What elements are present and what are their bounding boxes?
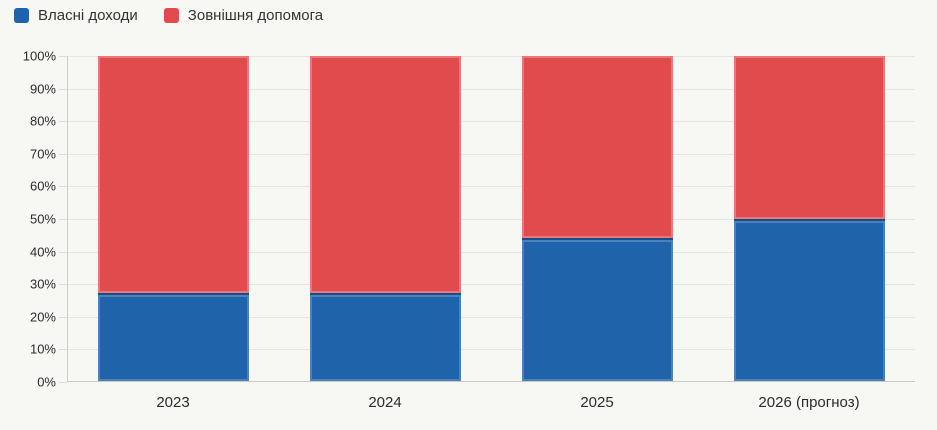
gridline (67, 219, 915, 220)
legend-label: Власні доходи (38, 7, 138, 24)
legend-swatch-icon (14, 8, 29, 23)
gridline (67, 121, 915, 123)
bar-segment-external-aid[interactable] (733, 56, 885, 219)
y-axis-tick (59, 219, 67, 220)
y-tick-label: 60% (29, 178, 56, 194)
y-tick-label: 30% (29, 276, 56, 292)
y-axis-tick (59, 186, 67, 188)
gridline (67, 153, 915, 155)
y-axis: 0% 10% 20% 30% 40% 50% 60% 70% 80% 90% 100% (0, 50, 56, 389)
bar-2026 (прогноз) (733, 56, 885, 381)
x-category-label: 2024 (368, 394, 402, 411)
bar-2023 (97, 56, 249, 381)
bar-segment-external-aid[interactable] (521, 56, 673, 238)
y-axis-tick (59, 153, 67, 155)
gridline (67, 251, 915, 253)
y-axis-tick (59, 349, 67, 351)
y-tick-label: 70% (29, 146, 56, 162)
y-tick-label: 80% (29, 113, 56, 129)
y-tick-label: 0% (37, 374, 56, 390)
y-tick-label: 10% (29, 341, 56, 357)
y-axis-tick (59, 316, 67, 318)
gridline (67, 56, 915, 57)
bar-segment-own-revenue[interactable] (309, 293, 461, 381)
bar-segment-own-revenue[interactable] (733, 218, 885, 381)
x-category-label: 2023 (156, 394, 190, 411)
plot-area (59, 56, 915, 383)
y-axis-tick (59, 251, 67, 253)
bar-segment-own-revenue[interactable] (97, 293, 249, 381)
y-axis-tick (59, 56, 67, 57)
y-axis-tick (59, 284, 67, 286)
x-category-label: 2025 (580, 394, 614, 411)
bar-2024 (309, 56, 461, 381)
bar-segment-own-revenue[interactable] (521, 238, 673, 381)
y-axis-tick (59, 88, 67, 90)
legend-label: Зовнішня допомога (187, 7, 324, 24)
gridline (67, 88, 915, 90)
legend-swatch-icon (163, 8, 179, 23)
y-tick-label: 90% (29, 81, 56, 97)
bar-segment-external-aid[interactable] (309, 56, 461, 294)
legend-item-1[interactable]: Зовнішня допомога (163, 7, 324, 24)
gridline (67, 349, 915, 351)
y-tick-label: 100% (22, 48, 56, 64)
gridline (67, 316, 915, 318)
bar-segment-external-aid[interactable] (97, 56, 249, 294)
x-category-label: 2026 (прогноз) (758, 394, 860, 411)
y-tick-label: 50% (29, 211, 56, 227)
y-axis-line (67, 56, 68, 382)
gridline (67, 284, 915, 286)
y-axis-tick (59, 121, 67, 123)
gridline (67, 186, 915, 188)
y-tick-label: 20% (29, 309, 56, 325)
legend: Власні доходи Зовнішня допомога (14, 8, 323, 23)
bar-2025 (521, 56, 673, 381)
y-axis-tick (59, 382, 67, 383)
y-tick-label: 40% (29, 244, 56, 260)
legend-item-0[interactable]: Власні доходи (14, 8, 138, 23)
x-axis-line (67, 381, 915, 382)
